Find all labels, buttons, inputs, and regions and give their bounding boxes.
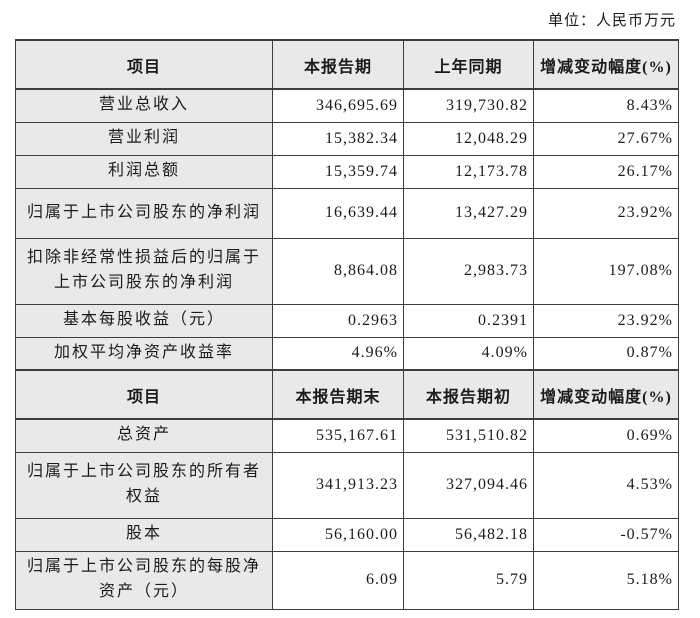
section1-header-current-period: 本报告期 xyxy=(272,39,404,90)
table-row-total-profit: 利润总额 15,359.74 12,173.78 26.17% xyxy=(15,154,679,189)
table-row-operating-profit: 营业利润 15,382.34 12,048.29 27.67% xyxy=(15,121,679,156)
table-row-net-profit-excl-nonrecurring: 扣除非经常性损益后的归属于上市公司股东的净利润 8,864.08 2,983.7… xyxy=(15,237,679,305)
section1-header-item: 项目 xyxy=(15,39,273,90)
current-value-cell: 15,359.74 xyxy=(272,154,404,189)
current-value-cell: 0.2963 xyxy=(272,303,404,338)
section2-header-period-end: 本报告期末 xyxy=(272,369,404,420)
table-row-total-assets: 总资产 535,167.61 531,510.82 0.69% xyxy=(15,418,679,453)
prior-value-cell: 56,482.18 xyxy=(403,517,534,552)
current-value-cell: 535,167.61 xyxy=(272,418,404,453)
change-value-cell: 5.18% xyxy=(533,550,679,610)
item-cell: 归属于上市公司股东的净利润 xyxy=(15,187,273,239)
current-value-cell: 56,160.00 xyxy=(272,517,404,552)
table-row-total-revenue: 营业总收入 346,695.69 319,730.82 8.43% xyxy=(15,88,679,123)
change-value-cell: 197.08% xyxy=(533,237,679,305)
item-cell: 归属于上市公司股东的每股净资产（元） xyxy=(15,550,273,610)
section2-header-item: 项目 xyxy=(15,369,273,420)
change-value-cell: 23.92% xyxy=(533,187,679,239)
change-value-cell: 4.53% xyxy=(533,451,679,519)
section1-header-prior-period: 上年同期 xyxy=(403,39,534,90)
change-value-cell: 8.43% xyxy=(533,88,679,123)
prior-value-cell: 2,983.73 xyxy=(403,237,534,305)
section2-header-row: 项目 本报告期末 本报告期初 增减变动幅度(%) xyxy=(15,369,679,420)
table-row-net-assets-per-share: 归属于上市公司股东的每股净资产（元） 6.09 5.79 5.18% xyxy=(15,550,679,610)
prior-value-cell: 327,094.46 xyxy=(403,451,534,519)
change-value-cell: 0.69% xyxy=(533,418,679,453)
current-value-cell: 6.09 xyxy=(272,550,404,610)
current-value-cell: 8,864.08 xyxy=(272,237,404,305)
prior-value-cell: 4.09% xyxy=(403,336,534,371)
section2-header-period-begin: 本报告期初 xyxy=(403,369,534,420)
prior-value-cell: 0.2391 xyxy=(403,303,534,338)
financial-summary-table: 项目 本报告期 上年同期 增减变动幅度(%) 营业总收入 346,695.69 … xyxy=(15,39,679,610)
table-row-share-capital: 股本 56,160.00 56,482.18 -0.57% xyxy=(15,517,679,552)
current-value-cell: 4.96% xyxy=(272,336,404,371)
item-cell: 利润总额 xyxy=(15,154,273,189)
item-cell: 总资产 xyxy=(15,418,273,453)
item-cell: 加权平均净资产收益率 xyxy=(15,336,273,371)
table-row-net-profit-attributable: 归属于上市公司股东的净利润 16,639.44 13,427.29 23.92% xyxy=(15,187,679,239)
prior-value-cell: 5.79 xyxy=(403,550,534,610)
change-value-cell: -0.57% xyxy=(533,517,679,552)
change-value-cell: 23.92% xyxy=(533,303,679,338)
prior-value-cell: 319,730.82 xyxy=(403,88,534,123)
item-cell: 营业总收入 xyxy=(15,88,273,123)
current-value-cell: 346,695.69 xyxy=(272,88,404,123)
section1-header-row: 项目 本报告期 上年同期 增减变动幅度(%) xyxy=(15,39,679,90)
change-value-cell: 0.87% xyxy=(533,336,679,371)
section2-header-change: 增减变动幅度(%) xyxy=(533,369,679,420)
prior-value-cell: 13,427.29 xyxy=(403,187,534,239)
item-cell: 股本 xyxy=(15,517,273,552)
unit-label: 单位：人民币万元 xyxy=(547,13,676,29)
section1-header-change: 增减变动幅度(%) xyxy=(533,39,679,90)
current-value-cell: 341,913.23 xyxy=(272,451,404,519)
current-value-cell: 15,382.34 xyxy=(272,121,404,156)
prior-value-cell: 12,173.78 xyxy=(403,154,534,189)
prior-value-cell: 531,510.82 xyxy=(403,418,534,453)
change-value-cell: 26.17% xyxy=(533,154,679,189)
table-row-basic-eps: 基本每股收益（元） 0.2963 0.2391 23.92% xyxy=(15,303,679,338)
item-cell: 营业利润 xyxy=(15,121,273,156)
item-cell: 扣除非经常性损益后的归属于上市公司股东的净利润 xyxy=(15,237,273,305)
item-cell: 归属于上市公司股东的所有者权益 xyxy=(15,451,273,519)
change-value-cell: 27.67% xyxy=(533,121,679,156)
current-value-cell: 16,639.44 xyxy=(272,187,404,239)
table-row-owners-equity-attributable: 归属于上市公司股东的所有者权益 341,913.23 327,094.46 4.… xyxy=(15,451,679,519)
item-cell: 基本每股收益（元） xyxy=(15,303,273,338)
table-row-weighted-avg-roe: 加权平均净资产收益率 4.96% 4.09% 0.87% xyxy=(15,336,679,371)
prior-value-cell: 12,048.29 xyxy=(403,121,534,156)
